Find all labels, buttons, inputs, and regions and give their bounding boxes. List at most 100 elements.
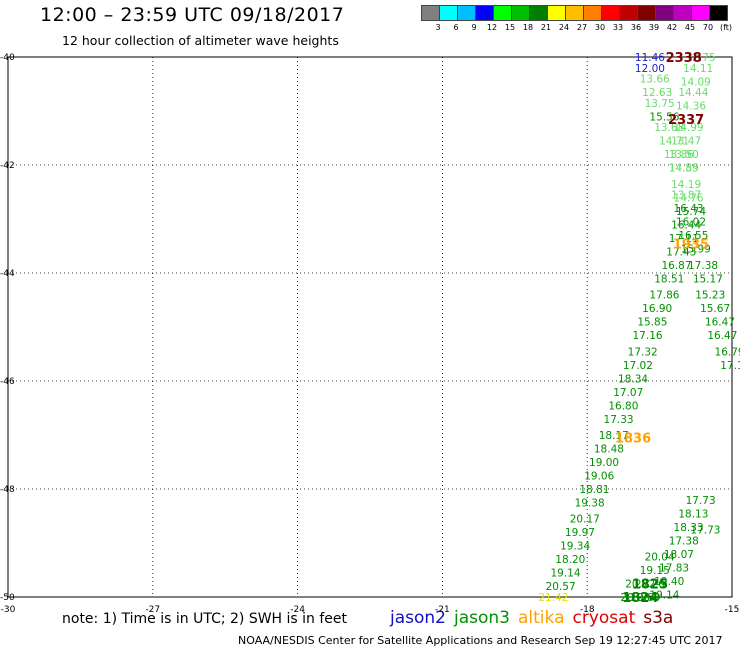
data-point-label: 17.73 [690,525,720,537]
color-scale-label: 9 [471,23,477,32]
color-scale-label: 18 [522,23,534,32]
data-point-label: 16.47 [705,317,735,329]
data-point-label: 18.48 [594,444,624,456]
data-point-label: 16.90 [642,303,672,315]
data-point-label: 14.11 [683,63,713,75]
data-point-label: 12.63 [642,87,672,99]
satellite-legend: jason2 jason3 altika cryosat s3a [390,608,681,628]
color-scale-label: 21 [540,23,552,32]
data-point-label: 18.81 [579,484,609,496]
color-scale-label: 45 [684,23,696,32]
pass-time-label: 1825 [632,578,668,593]
pass-time-label: 2338 [666,51,702,66]
data-point-label: 18.51 [654,273,684,285]
data-point-label: 14.36 [676,101,706,113]
color-scale-labels: 3 6 9 12 15 18 21 24 27 30 33 36 39 42 45 70 (ft) [421,21,732,33]
data-point-label: 21.42 [538,592,568,604]
color-scale-box [709,5,728,21]
data-point-label: 13.47 [671,136,701,148]
data-point-label: 13.50 [669,149,699,161]
plot-frame [7,56,733,598]
data-point-label: 16.02 [676,217,706,229]
chart-subtitle: 12 hour collection of altimeter wave hei… [62,33,339,48]
color-scale-label: 3 [435,23,441,32]
data-point-label: 20.57 [546,581,576,593]
data-point-label: 15.85 [637,317,667,329]
y-tick-label: -46 [0,377,15,387]
data-point-label: 17.16 [633,330,663,342]
data-point-label: 15.67 [700,303,730,315]
data-point-label: 18.33 [674,522,704,534]
data-point-label: 16.43 [674,203,704,215]
data-point-label: 17.83 [659,562,689,574]
color-scale: 3 6 9 12 15 18 21 24 27 30 33 36 39 42 45 70 (ft) [421,5,732,33]
data-point-label: 20.26 [635,579,665,591]
data-point-label: 18.17 [599,430,629,442]
color-scale-label: 30 [594,23,606,32]
data-point-label: 19.63 [630,592,660,604]
data-point-label: 14.71 [659,136,689,148]
x-tick-label: -15 [725,605,740,615]
data-point-label: 18.34 [618,373,648,385]
legend-entry: cryosat [572,608,636,628]
data-point-label: 18.20 [555,554,585,566]
data-point-label: 14.99 [674,122,704,134]
data-point-label: 16.80 [608,400,638,412]
y-tick-label: -50 [0,593,15,603]
data-point-label: 20.04 [645,552,675,564]
color-scale-label: 15 [504,23,516,32]
data-point-label: 12.00 [635,63,665,75]
data-point-label: 16.44 [671,219,701,231]
data-point-label: 16.55 [678,230,708,242]
y-tick-label: -44 [0,269,15,279]
y-tick-label: -42 [0,161,15,171]
color-scale-label: 27 [576,23,588,32]
color-scale-label: 42 [666,23,678,32]
data-point-label: 15.17 [693,273,723,285]
pass-time-label: 2337 [668,113,704,128]
color-scale-label: 33 [612,23,624,32]
color-scale-label: 24 [558,23,570,32]
color-scale-label: 36 [630,23,642,32]
data-point-label: 12.75 [686,52,716,64]
data-point-label: 17.07 [613,387,643,399]
color-scale-label: 12 [486,23,498,32]
data-point-label: 15.99 [681,244,711,256]
data-point-label: 17.38 [688,260,718,272]
data-point-label: 19.00 [589,457,619,469]
data-point-label: 13.66 [640,74,670,86]
legend-entry: s3a [643,608,674,628]
data-point-label: 17.32 [628,346,658,358]
x-tick-label: -30 [1,605,16,615]
x-tick-label: -24 [290,605,305,615]
data-point-label: 17.11 [669,233,699,245]
data-point-label: 14.55 [669,163,699,175]
data-point-label: 11.46 [635,52,665,64]
data-point-label: 19.14 [649,589,679,601]
data-point-label: 16.79 [715,346,740,358]
color-scale-label: 6 [453,23,459,32]
data-point-label: 20.72 [625,579,655,591]
data-point-label: 19.06 [584,471,614,483]
data-point-label: 19.34 [560,541,590,553]
data-point-label: 19.40 [654,576,684,588]
data-point-label: 15.23 [695,290,725,302]
x-tick-label: -18 [580,605,595,615]
data-point-label: 14.89 [669,163,699,175]
data-point-label: 19.38 [575,498,605,510]
x-tick-label: -27 [145,605,160,615]
data-point-label: 17.1 [720,360,740,372]
data-point-label: 20.17 [570,514,600,526]
data-point-label: 13.68 [654,122,684,134]
y-tick-label: -48 [0,485,15,495]
data-point-label: 16.87 [661,260,691,272]
data-point-label: 18.07 [664,549,694,561]
pass-time-label: 1836 [615,432,651,447]
color-scale-label: 70 [702,23,714,32]
legend-entry: jason3 [454,608,510,628]
data-point-label: 19.15 [640,565,670,577]
data-point-label: 15.74 [676,206,706,218]
chart-title: 12:00 – 23:59 UTC 09/18/2017 [40,4,345,26]
data-point-label: 20.00 [620,592,650,604]
